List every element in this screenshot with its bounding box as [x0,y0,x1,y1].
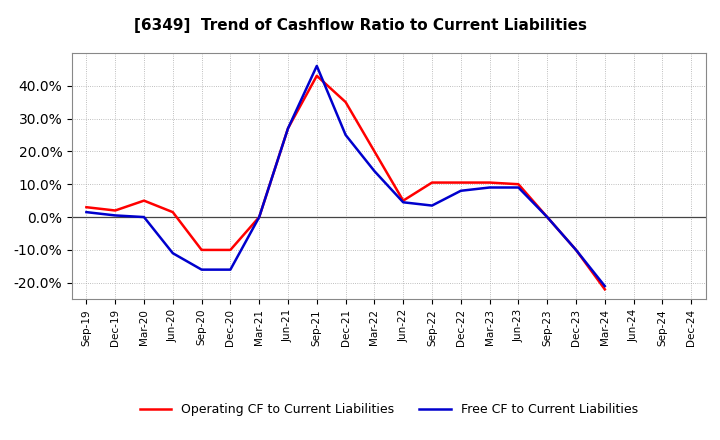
Free CF to Current Liabilities [341,132,350,138]
Operating CF to Current Liabilities [543,214,552,220]
Operating CF to Current Liabilities [341,99,350,105]
Operating CF to Current Liabilities [111,208,120,213]
Free CF to Current Liabilities [255,214,264,220]
Free CF to Current Liabilities [572,247,580,253]
Free CF to Current Liabilities [428,203,436,208]
Operating CF to Current Liabilities [82,205,91,210]
Operating CF to Current Liabilities [168,209,177,215]
Operating CF to Current Liabilities [514,182,523,187]
Operating CF to Current Liabilities [284,126,292,131]
Text: [6349]  Trend of Cashflow Ratio to Current Liabilities: [6349] Trend of Cashflow Ratio to Curren… [133,18,587,33]
Operating CF to Current Liabilities [456,180,465,185]
Free CF to Current Liabilities [197,267,206,272]
Free CF to Current Liabilities [514,185,523,190]
Free CF to Current Liabilities [600,283,609,289]
Operating CF to Current Liabilities [572,247,580,253]
Operating CF to Current Liabilities [140,198,148,203]
Operating CF to Current Liabilities [312,73,321,78]
Legend: Operating CF to Current Liabilities, Free CF to Current Liabilities: Operating CF to Current Liabilities, Fre… [135,398,643,421]
Free CF to Current Liabilities [399,200,408,205]
Line: Free CF to Current Liabilities: Free CF to Current Liabilities [86,66,605,286]
Operating CF to Current Liabilities [226,247,235,253]
Operating CF to Current Liabilities [197,247,206,253]
Free CF to Current Liabilities [82,209,91,215]
Free CF to Current Liabilities [485,185,494,190]
Free CF to Current Liabilities [543,214,552,220]
Operating CF to Current Liabilities [428,180,436,185]
Free CF to Current Liabilities [370,169,379,174]
Operating CF to Current Liabilities [399,198,408,203]
Operating CF to Current Liabilities [485,180,494,185]
Free CF to Current Liabilities [312,63,321,69]
Operating CF to Current Liabilities [600,287,609,292]
Free CF to Current Liabilities [140,214,148,220]
Free CF to Current Liabilities [168,250,177,256]
Operating CF to Current Liabilities [255,214,264,220]
Free CF to Current Liabilities [456,188,465,194]
Free CF to Current Liabilities [111,213,120,218]
Line: Operating CF to Current Liabilities: Operating CF to Current Liabilities [86,76,605,290]
Free CF to Current Liabilities [226,267,235,272]
Free CF to Current Liabilities [284,126,292,131]
Operating CF to Current Liabilities [370,149,379,154]
